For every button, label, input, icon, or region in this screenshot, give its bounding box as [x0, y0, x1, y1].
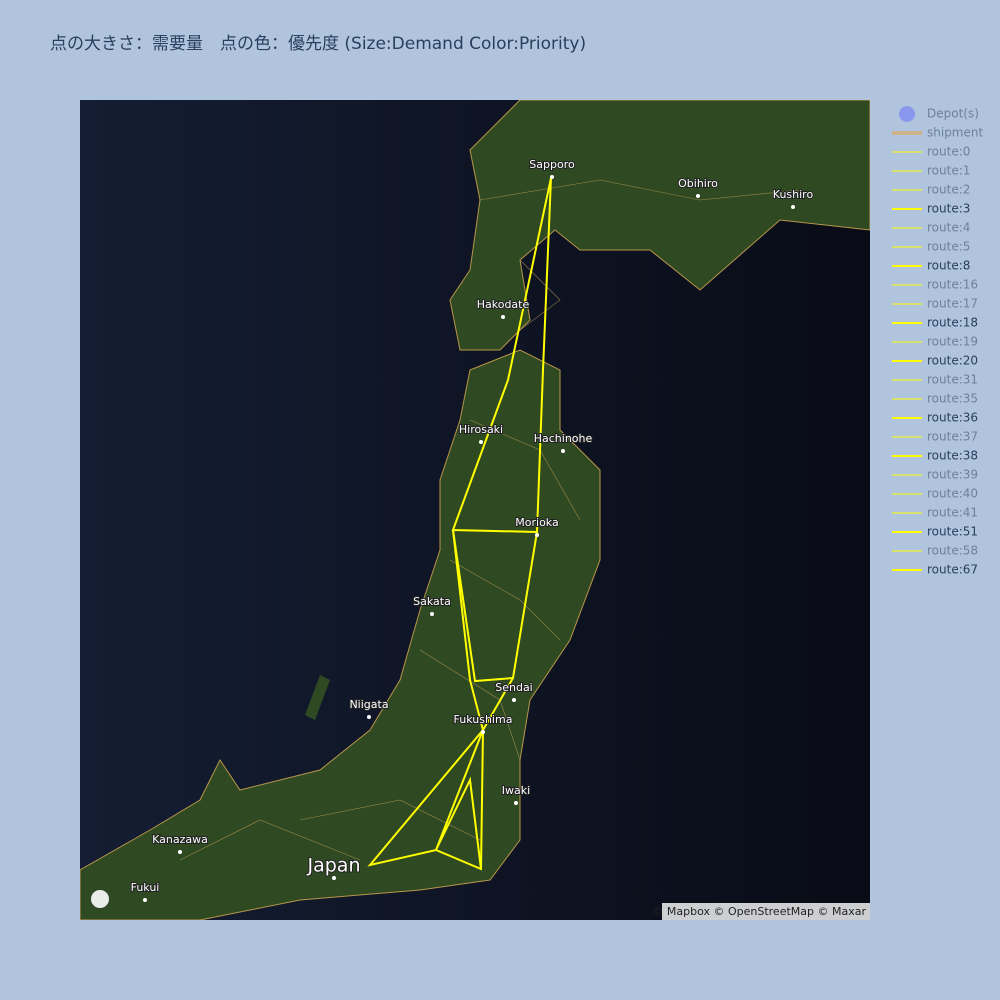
city-dot	[550, 175, 554, 179]
city-dot	[561, 449, 565, 453]
legend-item[interactable]: Depot(s)	[899, 106, 979, 122]
legend-item[interactable]: route:1	[892, 164, 970, 178]
legend-label: route:2	[927, 183, 970, 197]
legend-label: route:16	[927, 278, 978, 292]
city-dot	[535, 533, 539, 537]
city-dot	[178, 850, 182, 854]
city-label: Japan	[307, 855, 361, 877]
city-dot	[696, 194, 700, 198]
legend-label: route:17	[927, 297, 978, 311]
legend-label: route:36	[927, 411, 978, 425]
city-label: Fukui	[131, 881, 160, 894]
city-label: Hachinohe	[534, 432, 593, 445]
legend-item[interactable]: shipment	[892, 126, 983, 140]
mapbox-logo[interactable]	[91, 890, 109, 908]
city-dot	[143, 898, 147, 902]
city-label: Iwaki	[502, 784, 530, 797]
city-label: Hakodate	[477, 298, 530, 311]
city-label: Fukushima	[454, 713, 513, 726]
legend-label: route:20	[927, 354, 978, 368]
legend-item[interactable]: route:2	[892, 183, 970, 197]
city-dot	[367, 715, 371, 719]
map[interactable]: Sapporo Obihiro Kushiro Hakodate Hirosaki Hac…	[80, 100, 870, 920]
city-label: Sendai	[495, 681, 533, 694]
legend-item[interactable]: route:3	[892, 202, 970, 216]
legend-label: route:37	[927, 430, 978, 444]
legend-item[interactable]: route:8	[892, 259, 970, 273]
legend-item[interactable]: route:67	[892, 563, 978, 577]
legend-label: route:41	[927, 506, 978, 520]
city-label: Kanazawa	[152, 833, 208, 846]
island	[305, 675, 330, 720]
legend-item[interactable]: route:4	[892, 221, 970, 235]
legend-item[interactable]: route:51	[892, 525, 978, 539]
land	[449, 100, 870, 351]
attribution-box	[662, 903, 870, 920]
legend-label: route:3	[927, 202, 970, 216]
legend-label: route:18	[927, 316, 978, 330]
legend-label: route:39	[927, 468, 978, 482]
city-labels: Sapporo Obihiro Kushiro Hakodate Hirosaki Hac…	[130, 157, 814, 902]
legend-item[interactable]: route:20	[892, 354, 978, 368]
legend-item[interactable]: route:38	[892, 449, 978, 463]
legend-item[interactable]: route:40	[892, 487, 978, 501]
legend-label: route:5	[927, 240, 970, 254]
legend-symbol	[899, 106, 915, 122]
routes	[367, 177, 552, 871]
legend-label: route:38	[927, 449, 978, 463]
legend: Depot(s) shipment route:0 route:1 route:2 rou…	[892, 106, 983, 577]
legend-item[interactable]: route:19	[892, 335, 978, 349]
city-label: Morioka	[515, 516, 558, 529]
city-dot	[791, 205, 795, 209]
legend-item[interactable]: route:0	[892, 145, 970, 159]
city-label: Kushiro	[773, 188, 814, 201]
legend-label: route:67	[927, 563, 978, 577]
city-label: Hirosaki	[459, 423, 503, 436]
city-label: Sakata	[413, 595, 451, 608]
legend-item[interactable]: route:31	[892, 373, 978, 387]
legend-item[interactable]: route:58	[892, 544, 978, 558]
legend-item[interactable]: route:39	[892, 468, 978, 482]
city-dot	[501, 315, 505, 319]
legend-item[interactable]: route:35	[892, 392, 978, 406]
legend-label: route:4	[927, 221, 970, 235]
legend-item[interactable]: route:17	[892, 297, 978, 311]
legend-label: Depot(s)	[927, 107, 979, 121]
city-label: Obihiro	[678, 177, 718, 190]
city-dot	[514, 801, 518, 805]
city-dot	[512, 698, 516, 702]
legend-item[interactable]: route:18	[892, 316, 978, 330]
legend-label: route:31	[927, 373, 978, 387]
legend-label: route:8	[927, 259, 970, 273]
title: 点の大きさ：需要量 点の色：優先度 (Size:Demand Color:Pri…	[50, 34, 586, 54]
legend-item[interactable]: route:41	[892, 506, 978, 520]
city-dot	[332, 876, 336, 880]
city-dot	[481, 730, 485, 734]
legend-label: route:35	[927, 392, 978, 406]
legend-label: route:19	[927, 335, 978, 349]
legend-item[interactable]: route:36	[892, 411, 978, 425]
legend-label: shipment	[927, 126, 983, 140]
legend-label: route:51	[927, 525, 978, 539]
city-label: Niigata	[349, 698, 388, 711]
legend-label: route:1	[927, 164, 970, 178]
land	[80, 349, 601, 920]
legend-label: route:40	[927, 487, 978, 501]
legend-item[interactable]: route:37	[892, 430, 978, 444]
city-dot	[479, 440, 483, 444]
city-label: Sapporo	[529, 158, 575, 171]
legend-label: route:0	[927, 145, 970, 159]
attribution[interactable]: © Mapbox © OpenStreetMap © Maxar	[652, 905, 866, 918]
legend-item[interactable]: route:5	[892, 240, 970, 254]
legend-item[interactable]: route:16	[892, 278, 978, 292]
city-dot	[430, 612, 434, 616]
legend-label: route:58	[927, 544, 978, 558]
